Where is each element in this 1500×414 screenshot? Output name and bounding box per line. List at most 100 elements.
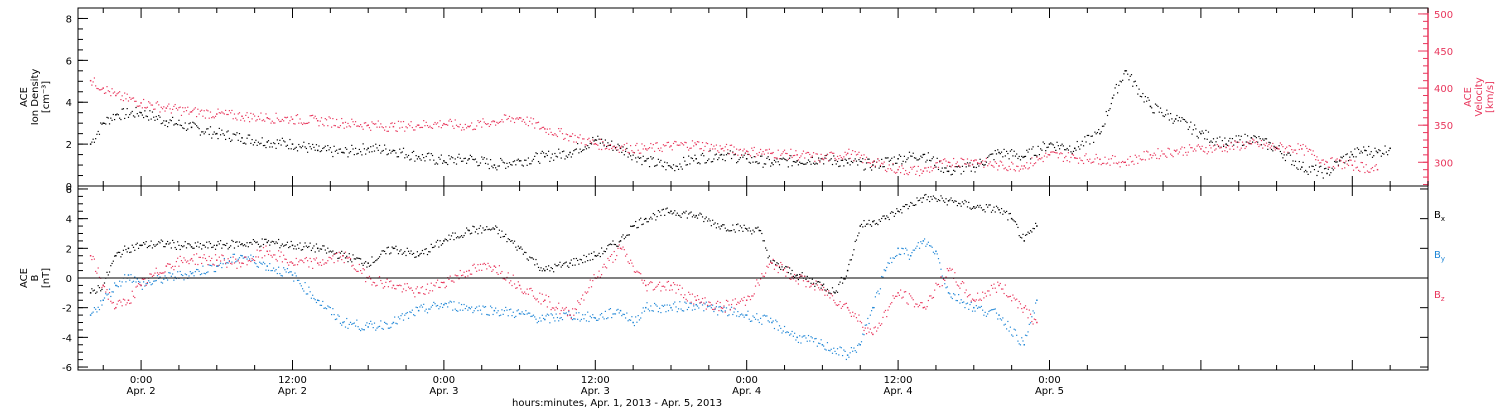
red-sample-point xyxy=(778,265,781,268)
red-sample-point xyxy=(439,286,441,289)
red-sample-point xyxy=(794,273,796,276)
red-sample-point xyxy=(296,264,299,266)
red-sample-point xyxy=(1100,164,1102,166)
red-sample-point xyxy=(506,276,508,279)
red-sample-point xyxy=(648,147,651,149)
red-sample-point xyxy=(323,125,325,127)
blue-data-point xyxy=(973,306,975,309)
blue-sample-point xyxy=(748,318,750,320)
red-sample-point xyxy=(689,147,691,149)
red-sample-point xyxy=(423,120,425,122)
black-sample-point xyxy=(891,157,893,159)
red-sample-point xyxy=(1163,153,1165,155)
red-sample-point xyxy=(696,295,699,297)
blue-sample-point xyxy=(857,344,859,347)
x-axis-title: hours:minutes, Apr. 1, 2013 - Apr. 5, 20… xyxy=(512,398,722,409)
red-sample-point xyxy=(161,108,164,110)
black-sample-point xyxy=(951,199,953,202)
black-sample-point xyxy=(1043,143,1046,145)
black-sample-point xyxy=(481,156,483,158)
red-sample-point xyxy=(353,123,355,126)
black-sample-point xyxy=(261,137,263,139)
black-sample-point xyxy=(584,261,586,263)
red-sample-point xyxy=(699,148,701,150)
red-sample-point xyxy=(97,88,99,90)
blue-sample-point xyxy=(457,310,459,312)
red-sample-point xyxy=(301,123,304,126)
tick-label: 6 xyxy=(66,185,72,196)
red-sample-point xyxy=(862,326,864,328)
black-sample-point xyxy=(489,229,492,231)
black-sample-point xyxy=(1000,207,1003,210)
red-sample-point xyxy=(896,171,898,174)
black-sample-point xyxy=(264,238,266,240)
black-sample-point xyxy=(1310,171,1312,173)
black-sample-point xyxy=(1081,140,1083,142)
blue-sample-point xyxy=(184,273,186,275)
black-sample-point xyxy=(452,157,454,159)
red-sample-point xyxy=(237,260,239,262)
red-sample-point xyxy=(360,270,362,272)
blue-sample-point xyxy=(920,241,922,243)
black-data-point xyxy=(102,122,104,124)
red-sample-point xyxy=(1134,154,1136,156)
blue-data-point xyxy=(493,309,496,312)
black-sample-point xyxy=(150,118,152,120)
blue-sample-point xyxy=(982,309,984,311)
black-sample-point xyxy=(776,158,778,160)
blue-sample-point xyxy=(778,325,781,327)
red-sample-point xyxy=(693,303,695,305)
black-sample-point xyxy=(256,144,258,146)
black-data-point xyxy=(216,132,218,135)
red-sample-point xyxy=(402,120,405,123)
black-sample-point xyxy=(660,214,662,217)
black-sample-point xyxy=(852,161,854,164)
red-sample-point xyxy=(1004,284,1006,286)
red-sample-point xyxy=(425,121,427,123)
red-sample-point xyxy=(445,123,448,126)
red-sample-point xyxy=(1312,150,1314,152)
black-sample-point xyxy=(516,249,518,251)
blue-sample-point xyxy=(749,320,752,322)
black-sample-point xyxy=(854,158,856,160)
black-sample-point xyxy=(156,118,159,120)
black-sample-point xyxy=(413,252,415,255)
black-sample-point xyxy=(975,166,977,169)
black-sample-point xyxy=(245,143,247,145)
black-sample-point xyxy=(512,242,514,244)
black-sample-point xyxy=(749,162,752,164)
black-data-point xyxy=(859,225,861,227)
red-sample-point xyxy=(343,261,345,264)
black-sample-point xyxy=(661,209,663,211)
red-sample-point xyxy=(1355,167,1357,169)
black-sample-point xyxy=(748,161,750,163)
black-sample-point xyxy=(129,251,131,254)
red-sample-point xyxy=(434,285,436,287)
black-sample-point xyxy=(630,155,632,157)
blue-sample-point xyxy=(373,322,376,324)
blue-sample-point xyxy=(327,305,329,307)
red-sample-point xyxy=(618,244,620,246)
red-sample-point xyxy=(481,269,483,271)
red-sample-point xyxy=(498,121,501,123)
red-sample-point xyxy=(421,126,424,129)
black-sample-point xyxy=(1337,164,1340,166)
black-sample-point xyxy=(941,167,943,169)
red-sample-point xyxy=(982,160,984,162)
black-sample-point xyxy=(305,147,307,150)
red-sample-point xyxy=(770,152,772,155)
blue-sample-point xyxy=(351,323,353,325)
blue-data-point xyxy=(443,303,445,306)
blue-sample-point xyxy=(448,302,450,304)
red-sample-point xyxy=(465,270,468,272)
black-sample-point xyxy=(765,247,767,249)
black-sample-point xyxy=(1017,157,1019,160)
red-sample-point xyxy=(278,250,280,252)
blue-sample-point xyxy=(621,315,623,317)
red-sample-point xyxy=(712,148,714,150)
black-sample-point xyxy=(662,208,665,210)
black-sample-point xyxy=(672,212,675,214)
black-sample-point xyxy=(293,248,295,250)
black-sample-point xyxy=(134,116,136,118)
black-sample-point xyxy=(145,240,147,243)
